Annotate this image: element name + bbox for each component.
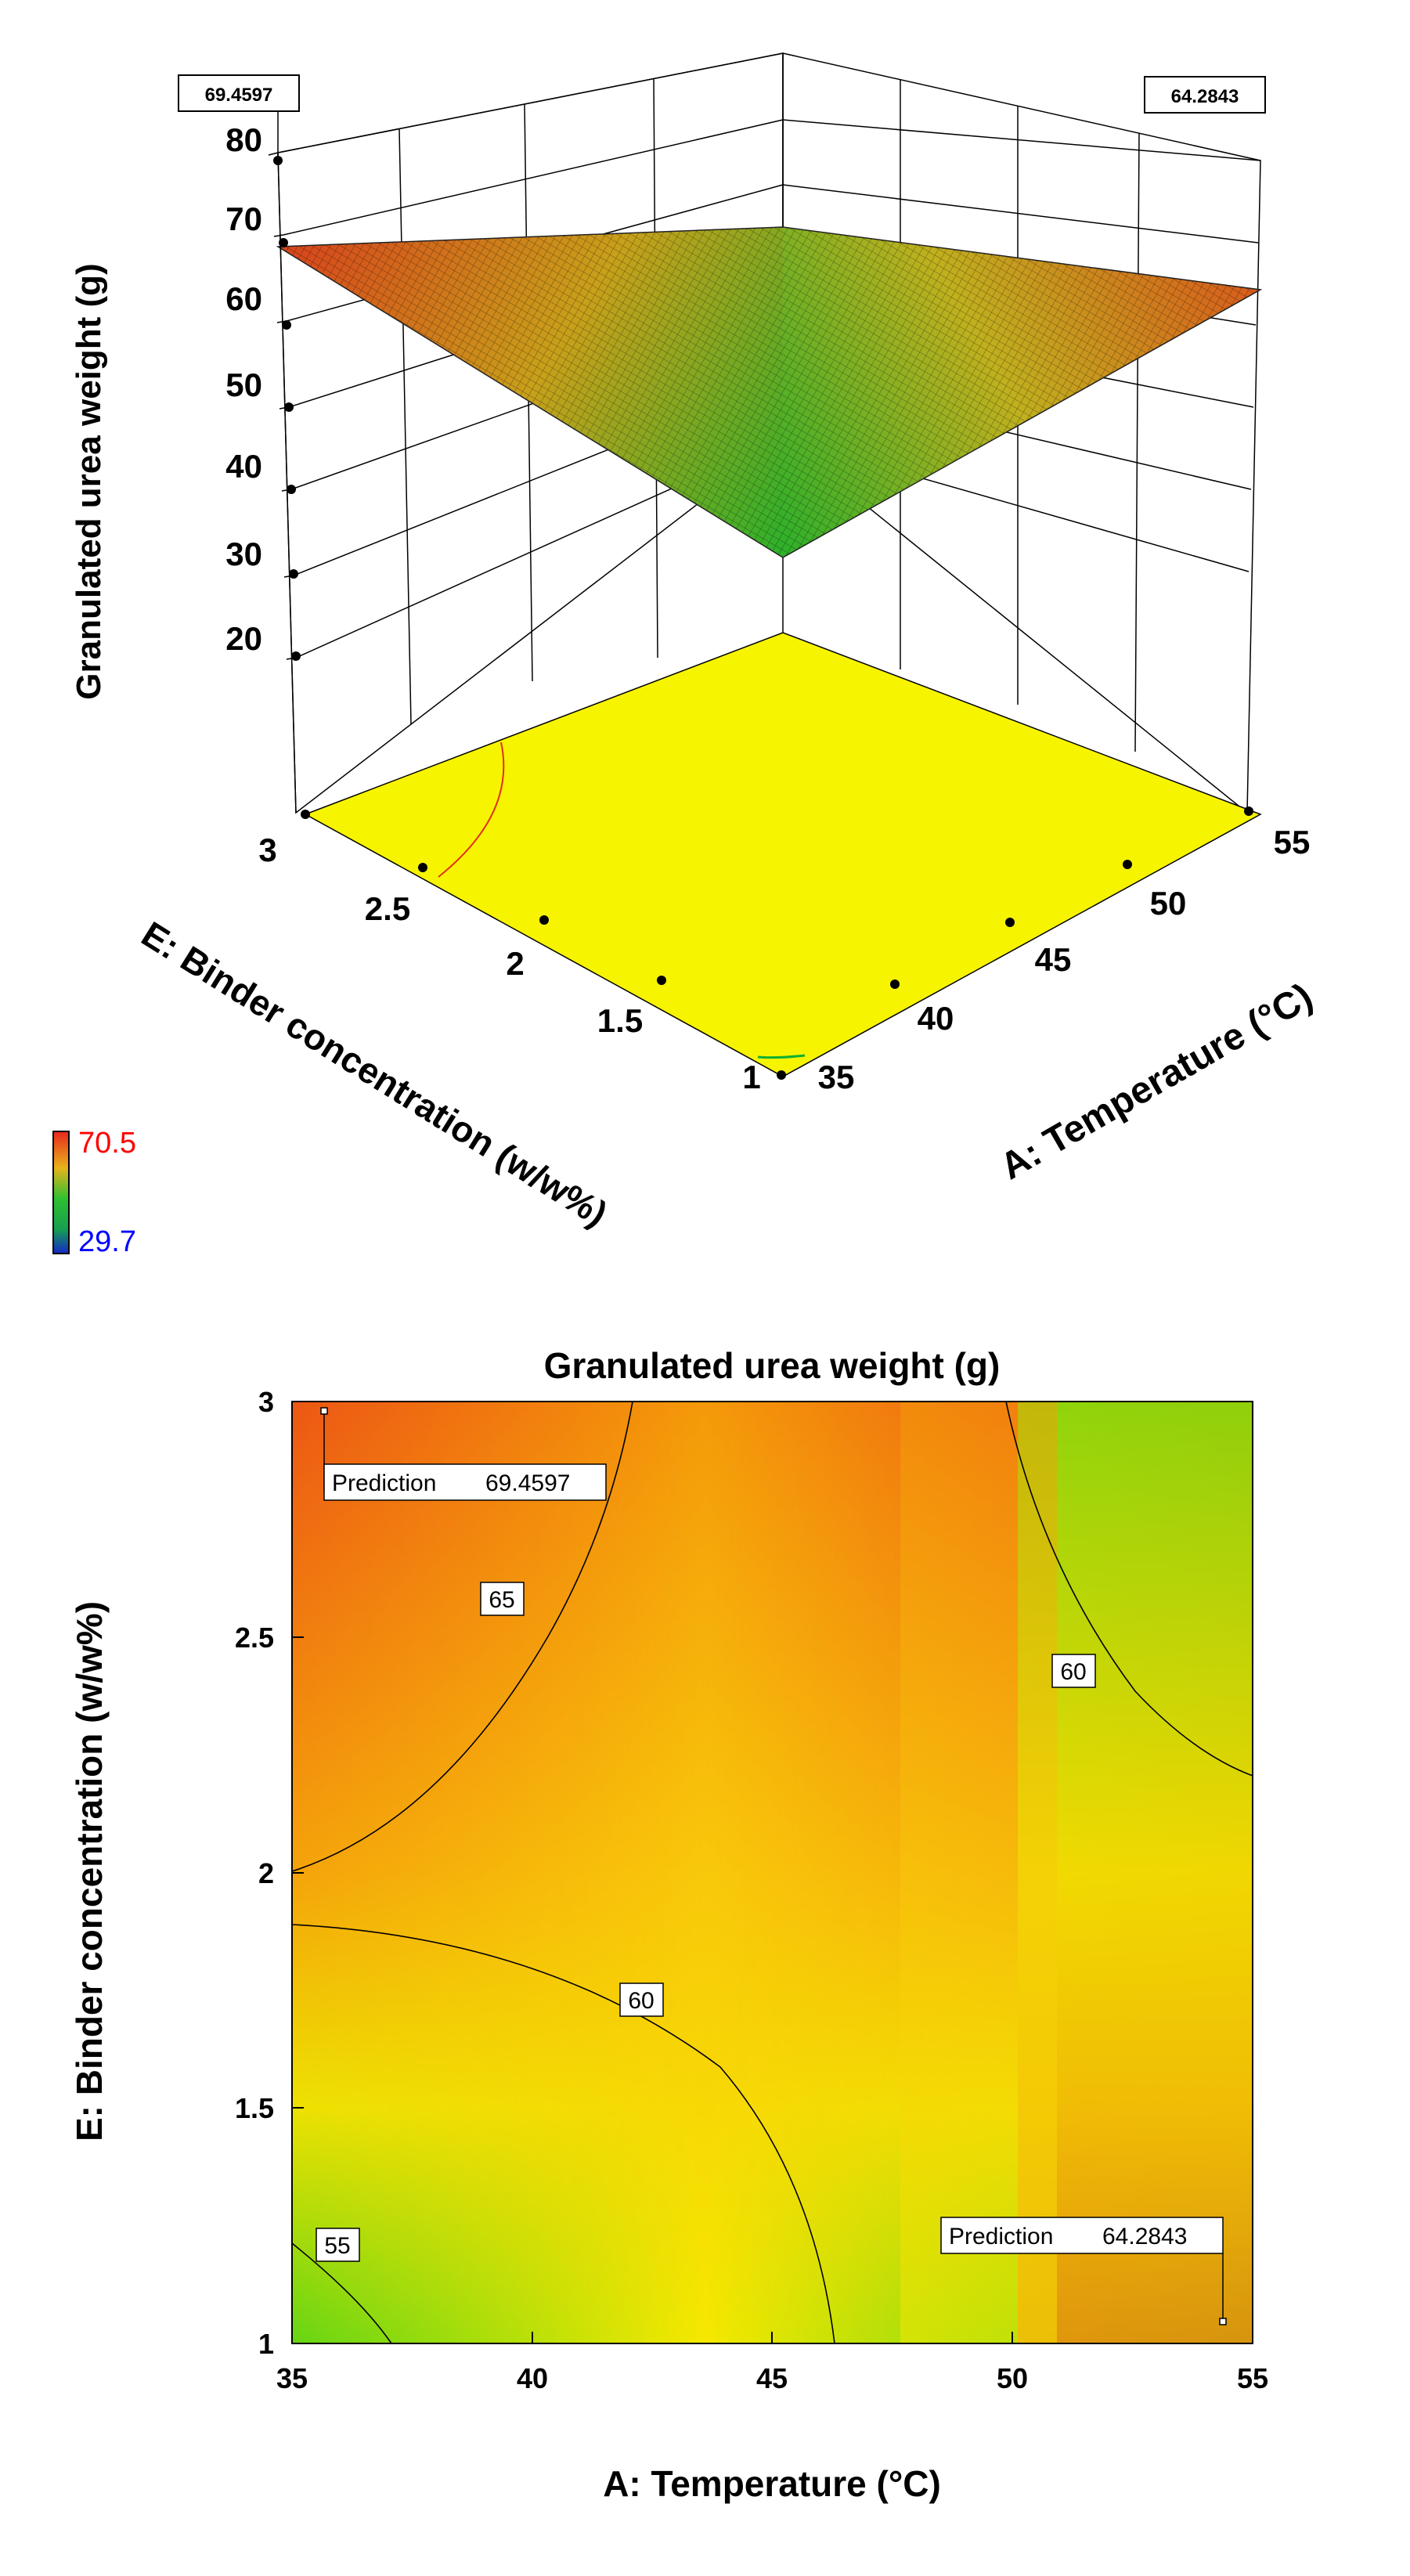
a-tick-50: 50 [1150,885,1187,922]
a-point-50 [1123,860,1132,869]
e-tick-2: 2 [506,945,524,982]
e-tick-2.5: 2.5 [365,890,410,927]
legend-max: 70.5 [78,1127,136,1160]
z-point-70 [279,238,288,247]
contour-label-55: 55 [316,2228,360,2262]
a-axis-label-3d: A: Temperature (°C) [993,976,1320,1188]
a-point-40 [890,980,900,989]
a-tick-45: 45 [1035,941,1072,978]
prediction-2-value: 64.2843 [1102,2224,1187,2249]
contour-lines [292,1402,1253,2343]
contour-label-60-bottom: 60 [619,1983,664,2017]
contour-x-tick-35: 35 [276,2362,308,2394]
z-point-60 [282,320,291,330]
legend-min: 29.7 [78,1225,136,1258]
e-tick-1.5: 1.5 [597,1002,643,1039]
e-axis-label-3d: E: Binder concentration (w/w%) [135,914,615,1235]
z-point-40 [287,485,296,494]
z-tick-40: 40 [225,448,262,485]
a-point-55 [1244,806,1253,816]
flag-right: 64.2843 [1144,76,1266,114]
contour-line-60-bottom [292,1924,835,2343]
z-tick-50: 50 [225,366,262,403]
flag-left-value: 69.4597 [205,85,273,106]
e-point-3 [301,810,310,819]
contour-fill [292,1402,1253,2343]
prediction-1-label: Prediction [332,1470,436,1496]
z-axis [268,152,297,814]
contour-y-tick-3: 3 [258,1386,274,1418]
floor-contour-red [438,741,505,878]
contour-y-tick-1.5: 1.5 [235,2092,274,2124]
z-point-50 [284,402,294,412]
contour-x-axis [291,2332,1253,2343]
z-tick-20: 20 [225,620,262,657]
a-tick-40: 40 [918,1000,954,1037]
surface-mesh [276,226,1263,558]
contour-label-55-text: 55 [324,2233,350,2259]
flag-right-value: 64.2843 [1171,86,1239,107]
e-tick-3: 3 [258,832,276,868]
z-point-30 [289,569,298,579]
contour-x-axis-label: A: Temperature (°C) [603,2463,941,2504]
e-point-2 [539,915,549,925]
contour-y-tick-2: 2 [258,1857,274,1889]
z-tick-60: 60 [225,280,262,317]
a-point-45 [1005,918,1015,927]
z-tick-80: 80 [225,121,262,158]
contour-y-tick-1: 1 [258,2328,274,2360]
a-tick-35: 35 [818,1059,855,1095]
prediction-1-value: 69.4597 [485,1470,570,1496]
contour-chart: Granulated urea weight (g) 65 60 60 [69,1345,1268,2504]
e-point-1.5 [657,976,666,985]
contour-label-60-top: 60 [1051,1654,1096,1688]
surface-3d-chart: 80 70 60 50 40 30 20 Granulated urea wei… [52,52,1320,1258]
a-tick-55: 55 [1274,824,1311,860]
z-axis-label: Granulated urea weight (g) [70,263,108,699]
contour-x-tick-40: 40 [517,2362,548,2394]
contour-line-60-top [1005,1402,1253,1777]
z-point-20 [291,651,301,661]
contour-y-tick-2.5: 2.5 [235,1622,274,1654]
contour-label-60-bottom-text: 60 [628,1988,654,2014]
contour-y-axis [292,1401,304,2344]
prediction-2-label: Prediction [949,2224,1053,2249]
color-legend: 70.5 29.7 [52,1127,136,1258]
e-point-1 [777,1070,786,1080]
contour-x-tick-45: 45 [756,2362,788,2394]
prediction-2: Prediction 64.2843 [940,2217,1227,2325]
z-tick-70: 70 [225,200,262,237]
contour-y-axis-label: E: Binder concentration (w/w%) [69,1601,110,2141]
contour-x-tick-55: 55 [1237,2362,1268,2394]
contour-label-65-text: 65 [489,1587,514,1613]
contour-line-65 [292,1402,633,1872]
e-point-2.5 [418,863,427,872]
contour-title: Granulated urea weight (g) [544,1345,1001,1386]
e-tick-1: 1 [742,1059,760,1095]
z-tick-30: 30 [225,536,262,572]
contour-x-tick-50: 50 [997,2362,1028,2394]
flag-left: 69.4597 [178,74,300,161]
prediction-1: Prediction 69.4597 [320,1407,607,1501]
contour-label-65: 65 [480,1582,525,1616]
floor-plane [304,632,1262,1077]
floor-contour-green [757,1054,806,1059]
contour-line-55 [292,2242,392,2343]
contour-label-60-top-text: 60 [1060,1659,1086,1685]
